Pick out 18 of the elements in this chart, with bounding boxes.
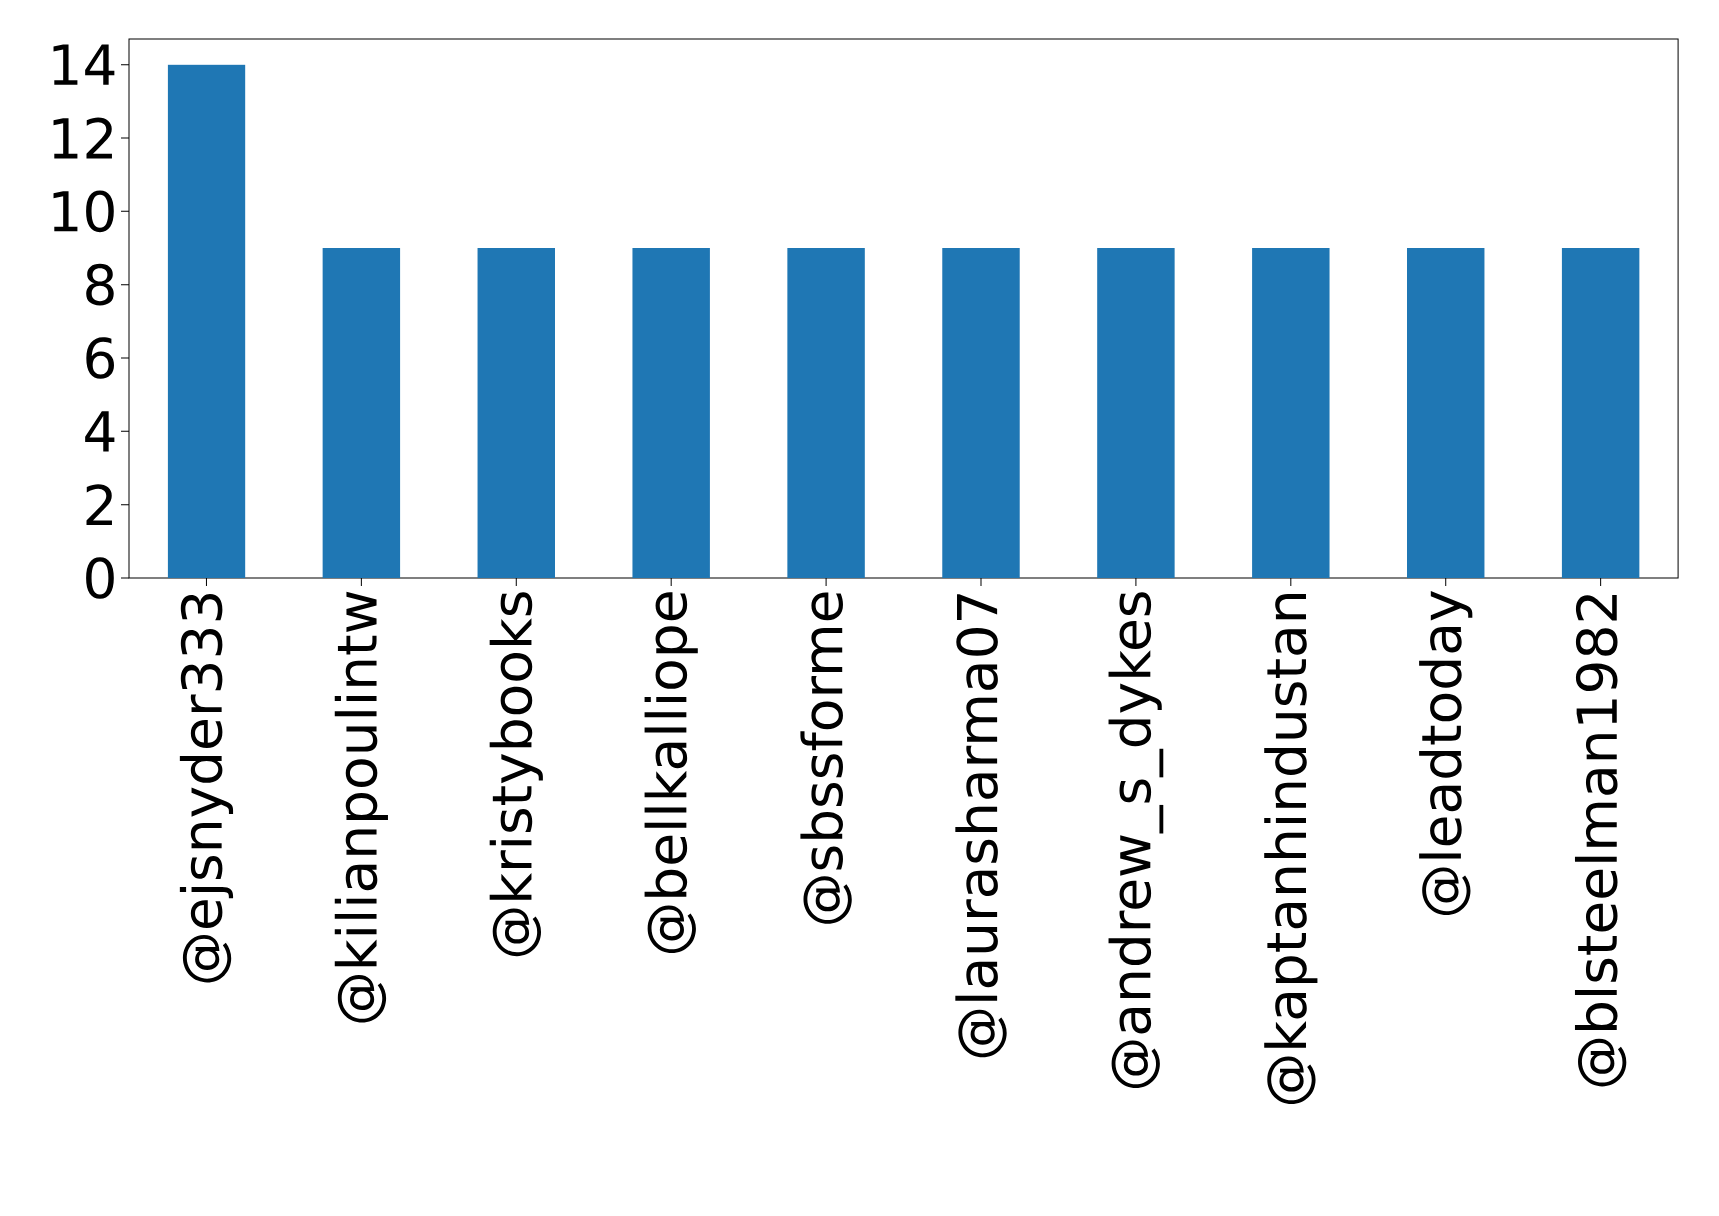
x-tick-label: @andrew_s_dykes	[1108, 592, 1164, 1089]
x-tick-label: @bellkalliope	[644, 592, 698, 954]
x-tick-label: @blsteelman1982	[1574, 595, 1627, 1087]
y-tick-label: 0	[86, 557, 114, 599]
y-tick-label: 10	[53, 190, 114, 233]
y-tick-label: 8	[86, 263, 114, 306]
x-tick-label: @kilianpoulintw	[334, 591, 388, 1023]
y-tick-label: 14	[53, 44, 115, 85]
y-tick-label: 2	[86, 484, 112, 526]
x-tick-label: @kristybooks	[489, 592, 543, 957]
y-tick-label: 6	[86, 337, 114, 379]
x-tick-label: @kaptanhindustan	[1264, 594, 1318, 1105]
x-tick-label: @laurasharma07	[955, 594, 1007, 1058]
y-tick-label: 12	[53, 117, 112, 159]
y-tick-label: 4	[85, 411, 115, 452]
x-tick-label: @sbssforme	[800, 592, 852, 924]
x-tick-label: @leadtoday	[1419, 591, 1473, 916]
x-tick-label: @ejsnyder333	[179, 593, 234, 983]
